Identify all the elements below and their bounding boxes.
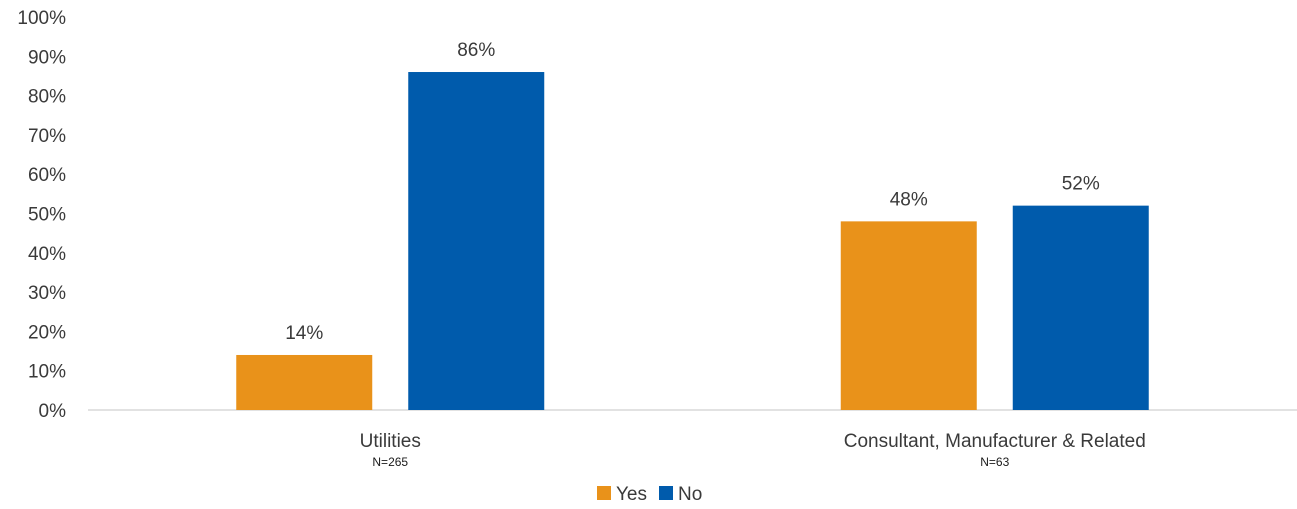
bar-yes-0 bbox=[236, 354, 373, 410]
bar-no-0 bbox=[408, 72, 545, 411]
y-axis: 0% 10% 20% 30% 40% 50% 60% 70% 80% 90% 100% bbox=[17, 8, 66, 422]
sample-size-label: N=265 bbox=[372, 455, 408, 469]
data-label: 14% bbox=[285, 323, 323, 344]
data-label: 86% bbox=[457, 40, 495, 61]
legend-swatch-no bbox=[659, 486, 673, 500]
sample-size-label: N=63 bbox=[980, 455, 1009, 469]
legend-swatch-yes bbox=[597, 486, 611, 500]
y-tick-label: 50% bbox=[28, 205, 66, 226]
y-tick-label: 0% bbox=[39, 401, 67, 422]
y-tick-label: 10% bbox=[28, 362, 66, 383]
y-tick-label: 40% bbox=[28, 244, 66, 265]
x-category-label: Utilities bbox=[360, 431, 421, 452]
bar-yes-1 bbox=[840, 221, 977, 410]
data-label: 48% bbox=[890, 189, 928, 210]
y-tick-label: 70% bbox=[28, 126, 66, 147]
data-label: 52% bbox=[1062, 174, 1100, 195]
legend: Yes No bbox=[597, 484, 702, 505]
y-tick-label: 80% bbox=[28, 87, 66, 108]
legend-label-yes: Yes bbox=[616, 484, 647, 505]
y-tick-label: 90% bbox=[28, 47, 66, 68]
x-category-label: Consultant, Manufacturer & Related bbox=[844, 431, 1146, 452]
bar-no-1 bbox=[1012, 205, 1149, 410]
y-tick-label: 60% bbox=[28, 165, 66, 186]
x-axis: Utilities N=265 Consultant, Manufacturer &… bbox=[360, 431, 1146, 469]
legend-label-no: No bbox=[678, 484, 702, 505]
y-tick-label: 100% bbox=[17, 8, 66, 29]
y-tick-label: 20% bbox=[28, 322, 66, 343]
bars: 14% 86% 48% 52% bbox=[236, 40, 1149, 411]
y-tick-label: 30% bbox=[28, 283, 66, 304]
